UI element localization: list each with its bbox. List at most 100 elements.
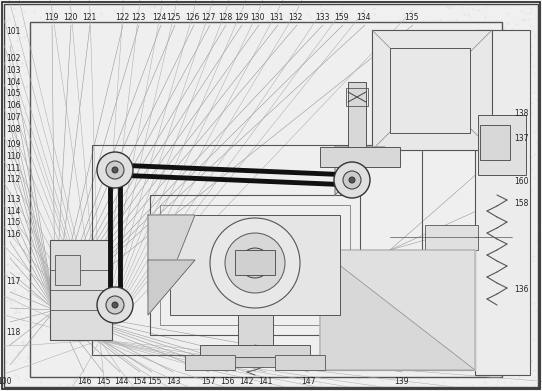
Point bbox=[438, 100, 447, 106]
Point bbox=[138, 291, 147, 298]
Point bbox=[107, 132, 115, 138]
Point bbox=[16, 63, 25, 69]
Point bbox=[74, 224, 83, 230]
Point bbox=[201, 242, 209, 249]
Point bbox=[412, 136, 421, 143]
Point bbox=[289, 308, 298, 315]
Point bbox=[203, 327, 211, 333]
Point bbox=[230, 315, 238, 321]
Point bbox=[343, 315, 351, 321]
Point bbox=[95, 142, 104, 148]
Point bbox=[339, 265, 348, 271]
Point bbox=[80, 148, 89, 154]
Point bbox=[211, 68, 220, 74]
Point bbox=[351, 62, 360, 68]
Point bbox=[331, 256, 339, 262]
Point bbox=[216, 152, 224, 158]
Point bbox=[321, 6, 330, 12]
Point bbox=[318, 126, 326, 132]
Point bbox=[475, 19, 483, 25]
Point bbox=[212, 360, 221, 366]
Point bbox=[48, 151, 56, 157]
Point bbox=[344, 74, 352, 80]
Point bbox=[81, 306, 89, 312]
Point bbox=[6, 105, 15, 111]
Point bbox=[492, 48, 500, 54]
Point bbox=[209, 378, 218, 384]
Point bbox=[292, 297, 300, 303]
Point bbox=[191, 287, 199, 294]
Point bbox=[218, 185, 227, 191]
Point bbox=[393, 136, 402, 142]
Point bbox=[424, 263, 433, 269]
Point bbox=[440, 84, 449, 90]
Point bbox=[86, 382, 94, 389]
Point bbox=[163, 154, 172, 160]
Point bbox=[24, 231, 33, 238]
Point bbox=[242, 174, 251, 181]
Point bbox=[83, 86, 92, 92]
Point bbox=[465, 372, 474, 378]
Point bbox=[298, 329, 306, 335]
Point bbox=[432, 97, 441, 104]
Point bbox=[441, 59, 449, 65]
Point bbox=[280, 201, 288, 208]
Point bbox=[419, 174, 428, 180]
Point bbox=[388, 313, 396, 319]
Point bbox=[434, 371, 442, 377]
Point bbox=[182, 382, 190, 388]
Point bbox=[225, 74, 234, 81]
Point bbox=[480, 110, 489, 116]
Point bbox=[165, 233, 173, 239]
Point bbox=[62, 273, 70, 280]
Point bbox=[180, 141, 189, 147]
Point bbox=[410, 362, 418, 368]
Point bbox=[201, 103, 209, 109]
Point bbox=[519, 48, 527, 55]
Point bbox=[235, 315, 243, 321]
Point bbox=[171, 184, 179, 190]
Point bbox=[10, 242, 19, 248]
Point bbox=[223, 274, 231, 280]
Point bbox=[34, 125, 42, 131]
Point bbox=[86, 173, 94, 179]
Point bbox=[133, 188, 141, 194]
Point bbox=[127, 303, 136, 309]
Point bbox=[315, 282, 324, 288]
Point bbox=[163, 58, 171, 64]
Point bbox=[514, 321, 522, 328]
Point bbox=[193, 359, 202, 366]
Point bbox=[494, 357, 502, 364]
Point bbox=[188, 126, 196, 133]
Point bbox=[342, 160, 351, 166]
Point bbox=[275, 351, 283, 357]
Point bbox=[375, 291, 383, 298]
Point bbox=[35, 131, 43, 138]
Point bbox=[138, 224, 147, 230]
Point bbox=[406, 167, 415, 173]
Point bbox=[315, 199, 324, 205]
Point bbox=[224, 241, 233, 248]
Text: 125: 125 bbox=[166, 14, 180, 23]
Point bbox=[203, 7, 211, 14]
Point bbox=[52, 242, 61, 248]
Circle shape bbox=[349, 177, 355, 183]
Point bbox=[7, 289, 15, 295]
Point bbox=[30, 368, 39, 374]
Point bbox=[105, 257, 113, 264]
Point bbox=[89, 125, 98, 131]
Point bbox=[516, 328, 525, 334]
Bar bbox=[475, 30, 530, 375]
Point bbox=[263, 118, 272, 124]
Point bbox=[178, 339, 187, 345]
Point bbox=[142, 93, 151, 99]
Point bbox=[195, 246, 204, 253]
Point bbox=[217, 368, 225, 375]
Point bbox=[150, 190, 159, 196]
Point bbox=[186, 159, 195, 165]
Point bbox=[284, 357, 293, 364]
Point bbox=[227, 35, 236, 41]
Point bbox=[12, 219, 21, 226]
Point bbox=[403, 355, 411, 361]
Point bbox=[334, 253, 343, 259]
